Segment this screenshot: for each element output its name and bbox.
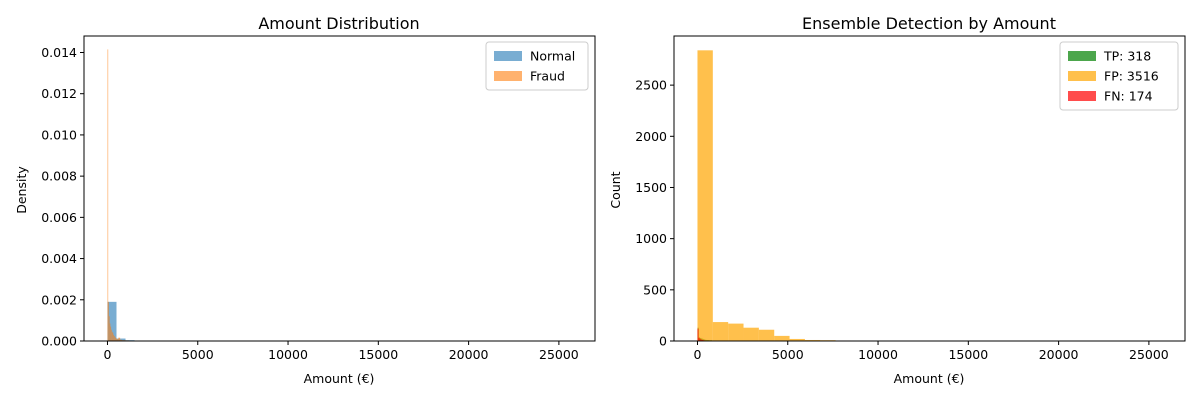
bar-series-1-bin-1	[713, 322, 728, 341]
legend-label: FP: 3516	[1104, 69, 1159, 84]
bar-series-1-bin-3	[110, 323, 111, 341]
y-tick-label: 0.004	[41, 251, 77, 266]
y-tick-label: 0	[659, 334, 667, 349]
bar-series-1-bin-6	[112, 332, 113, 341]
y-tick-label: 0.012	[41, 86, 77, 101]
x-tick-label: 5000	[772, 347, 804, 362]
bar-series-1-bin-1	[108, 302, 109, 341]
x-tick-label: 25000	[539, 347, 579, 362]
legend-label: TP: 318	[1103, 49, 1151, 64]
bar-series-1-bin-0	[697, 50, 712, 341]
legend-swatch	[494, 51, 522, 61]
bar-series-1-bin-8	[113, 335, 114, 341]
y-tick-label: 2500	[635, 78, 667, 93]
y-tick-label: 1500	[635, 180, 667, 195]
x-tick-label: 5000	[182, 347, 214, 362]
x-tick-label: 0	[693, 347, 701, 362]
y-tick-label: 500	[643, 282, 667, 297]
legend: Normal Fraud	[486, 42, 588, 90]
y-tick-label: 0.014	[41, 45, 77, 60]
y-axis-label: Density	[14, 166, 29, 214]
legend-label: FN: 174	[1104, 89, 1153, 104]
bar-series-1-bin-7	[113, 333, 114, 341]
x-tick-label: 20000	[1039, 347, 1079, 362]
bar-series-1-bin-5	[774, 336, 789, 341]
bar-series-1-bin-4	[110, 327, 111, 341]
legend: TP: 318 FP: 3516 FN: 174	[1060, 42, 1178, 110]
bar-series-1-bin-2	[728, 324, 743, 341]
chart-title: Amount Distribution	[258, 14, 419, 33]
x-tick-label: 15000	[358, 347, 398, 362]
bar-series-1-bin-0	[107, 49, 108, 341]
y-tick-label: 0.002	[41, 292, 77, 307]
legend-label: Fraud	[530, 69, 565, 84]
legend-swatch	[1068, 91, 1096, 101]
y-axis-label: Count	[608, 171, 623, 208]
x-tick-label: 10000	[268, 347, 308, 362]
x-tick-label: 25000	[1129, 347, 1169, 362]
x-tick-label: 10000	[858, 347, 898, 362]
legend-swatch	[1068, 71, 1096, 81]
bar-series-1-bin-10	[115, 337, 116, 341]
x-tick-label: 20000	[449, 347, 489, 362]
y-tick-label: 0.008	[41, 169, 77, 184]
y-tick-label: 0.000	[41, 334, 77, 349]
x-tick-label: 0	[103, 347, 111, 362]
y-tick-label: 0.010	[41, 127, 77, 142]
chart-title: Ensemble Detection by Amount	[802, 14, 1056, 33]
bar-series-1-bin-9	[114, 336, 115, 341]
x-axis-label: Amount (€)	[894, 371, 965, 386]
bar-series-1-bin-4	[759, 330, 774, 341]
bar-series-1-bin-5	[111, 330, 112, 341]
bar-series-2-bin-0	[697, 329, 698, 341]
y-tick-label: 0.006	[41, 210, 77, 225]
bar-series-1-bin-2	[109, 316, 110, 341]
y-tick-label: 1000	[635, 231, 667, 246]
legend-swatch	[1068, 51, 1096, 61]
y-tick-label: 2000	[635, 129, 667, 144]
x-tick-label: 15000	[948, 347, 988, 362]
legend-swatch	[494, 71, 522, 81]
bar-series-1-bin-3	[744, 328, 759, 341]
x-axis-label: Amount (€)	[304, 371, 375, 386]
legend-label: Normal	[530, 49, 575, 64]
